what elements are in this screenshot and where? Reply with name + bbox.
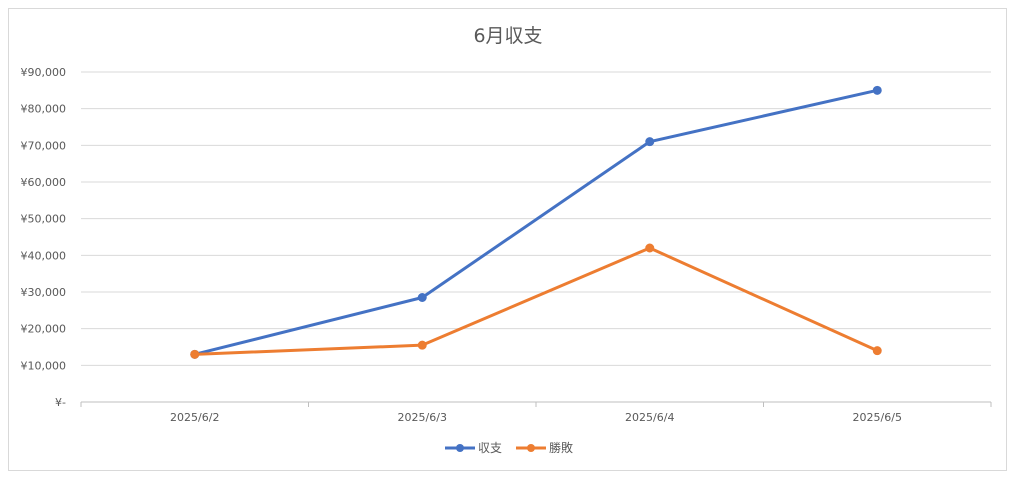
y-tick-label: ¥70,000: [21, 139, 67, 152]
y-tick-label: ¥-: [55, 396, 66, 409]
data-point: [645, 243, 655, 253]
legend-swatch-marker: [527, 444, 535, 452]
y-tick-label: ¥80,000: [21, 103, 67, 116]
x-tick-label: 2025/6/5: [853, 411, 902, 424]
x-tick-label: 2025/6/4: [625, 411, 674, 424]
x-tick-label: 2025/6/3: [398, 411, 447, 424]
y-axis-labels: ¥- ¥10,000 ¥20,000 ¥30,000 ¥40,000 ¥50,000 ¥60…: [21, 66, 67, 409]
y-tick-label: ¥10,000: [21, 359, 67, 372]
data-point: [417, 340, 427, 350]
series-line-0: [193, 88, 879, 356]
data-point: [645, 137, 655, 147]
gridlines: [81, 71, 991, 366]
legend-label: 収支: [478, 441, 502, 455]
y-tick-label: ¥90,000: [21, 66, 67, 79]
data-point: [190, 349, 200, 359]
y-tick-label: ¥30,000: [21, 286, 67, 299]
legend: 収支 勝敗: [445, 440, 573, 455]
y-tick-label: ¥20,000: [21, 323, 67, 336]
legend-swatch-marker: [456, 444, 464, 452]
x-axis-labels: 2025/6/2 2025/6/3 2025/6/4 2025/6/5: [170, 411, 902, 424]
chart-title: 6月収支: [473, 25, 542, 47]
y-tick-label: ¥40,000: [21, 249, 67, 262]
x-tick-label: 2025/6/2: [170, 411, 219, 424]
y-tick-label: ¥60,000: [21, 176, 67, 189]
legend-label: 勝敗: [549, 440, 573, 455]
data-point: [872, 346, 882, 356]
data-point: [417, 293, 427, 302]
x-axis: [80, 401, 992, 407]
series-line-1: [193, 246, 879, 356]
y-tick-label: ¥50,000: [21, 213, 67, 226]
series-lines: [190, 85, 882, 359]
data-point: [872, 85, 882, 95]
